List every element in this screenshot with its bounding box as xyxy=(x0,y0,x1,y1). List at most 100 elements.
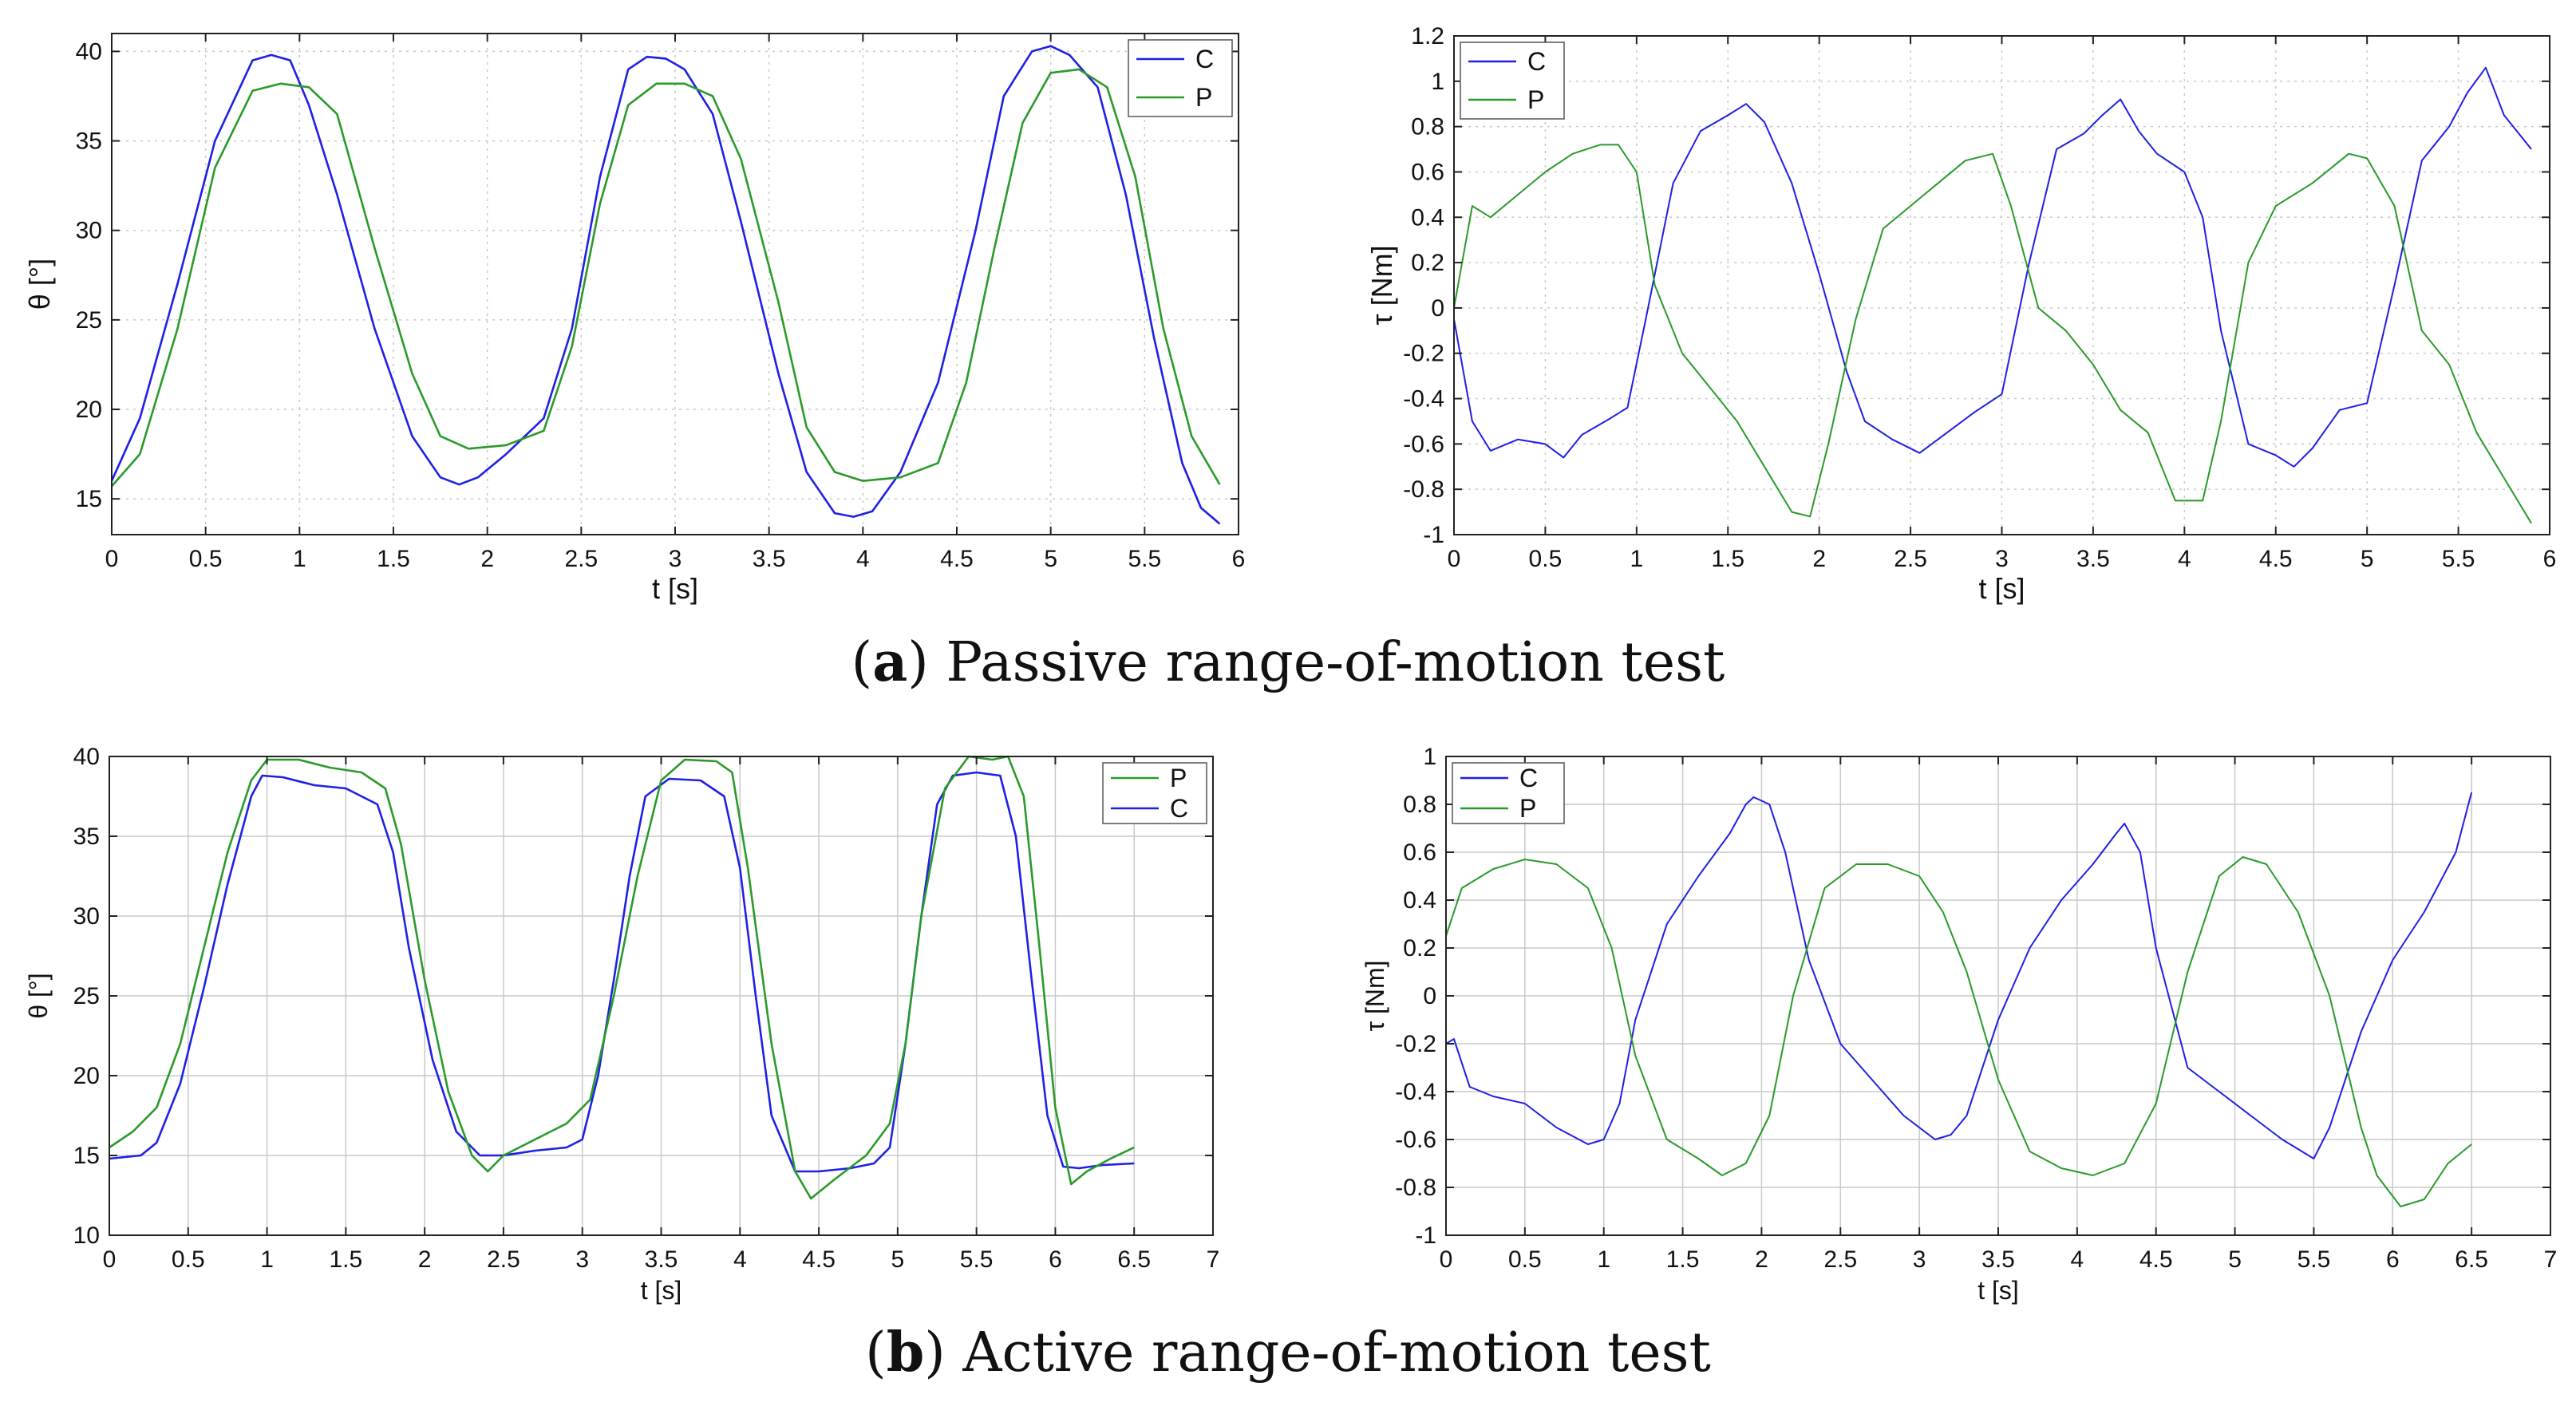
x-tick-label: 2.5 xyxy=(487,1246,520,1273)
x-tick-label: 4.5 xyxy=(940,546,974,572)
y-tick-label: -0.8 xyxy=(1395,1175,1436,1201)
legend: CP xyxy=(1452,762,1565,824)
x-tick-label: 3 xyxy=(575,1246,589,1273)
x-tick-label: 3.5 xyxy=(645,1246,678,1273)
y-axis-label: τ [Nm] xyxy=(1365,245,1398,325)
y-tick-label: -0.6 xyxy=(1403,431,1444,457)
y-tick-label: 0.6 xyxy=(1403,839,1436,866)
legend-label-p: P xyxy=(1170,764,1187,792)
y-tick-label: -0.2 xyxy=(1403,341,1444,367)
x-tick-label: 0.5 xyxy=(172,1246,205,1273)
y-tick-label: -1 xyxy=(1423,522,1444,548)
y-tick-label: 40 xyxy=(73,744,100,770)
x-tick-label: 2 xyxy=(418,1246,432,1273)
x-tick-label: 1.5 xyxy=(377,546,410,572)
x-axis-label: t [s] xyxy=(1978,572,2025,605)
caption-a: (a) Passive range-of-motion test xyxy=(851,630,1725,694)
x-axis-label: t [s] xyxy=(1977,1276,2019,1305)
x-tick-label: 6.5 xyxy=(2455,1246,2488,1273)
y-tick-label: 1 xyxy=(1423,744,1436,770)
x-tick-label: 0.5 xyxy=(189,546,223,572)
y-tick-label: 15 xyxy=(73,1143,100,1169)
x-tick-label: 6 xyxy=(2386,1246,2400,1273)
caption-a-text: Passive range-of-motion test xyxy=(928,631,1725,694)
chart-passive-angle: 0 0.5 1 1.5 2 2.5 3 3.5 4 4.5 5 5.5 6 15 20 25 30 35 40 t [… xyxy=(23,33,1246,605)
y-tick-label: 25 xyxy=(76,307,102,334)
y-axis-label: θ [°] xyxy=(24,973,53,1018)
legend-label-p: P xyxy=(1527,85,1544,114)
x-tick-label: 1.5 xyxy=(1711,546,1744,572)
x-tick-label: 2 xyxy=(480,546,494,572)
y-tick-label: 0.2 xyxy=(1411,250,1444,276)
x-tick-label: 3 xyxy=(669,546,682,572)
x-tick-label: 1 xyxy=(260,1246,274,1273)
legend-box xyxy=(1460,41,1565,120)
x-tick-label: 5.5 xyxy=(960,1246,994,1273)
x-tick-label: 4.5 xyxy=(802,1246,836,1273)
y-tick-label: 0 xyxy=(1431,295,1444,322)
caption-b-letter: b xyxy=(886,1321,925,1384)
x-tick-label: 4.5 xyxy=(2139,1246,2173,1273)
legend-label-c: C xyxy=(1170,794,1188,823)
chart-passive-torque: 0 0.5 1 1.5 2 2.5 3 3.5 4 4.5 5 5.5 6 -1 -0.8 -0.6 -0.4 -… xyxy=(1365,23,2556,605)
x-tick-label: 6 xyxy=(2543,546,2557,572)
y-tick-label: -0.8 xyxy=(1403,476,1444,503)
y-tick-label: 20 xyxy=(76,397,102,423)
x-tick-label: 1 xyxy=(293,546,306,572)
y-tick-label: 10 xyxy=(73,1222,100,1249)
legend-label-c: C xyxy=(1527,47,1546,76)
caption-a-letter: a xyxy=(872,630,908,694)
legend-label-p: P xyxy=(1195,83,1212,112)
series-line-c xyxy=(1445,792,2473,1159)
y-tick-label: 25 xyxy=(73,983,100,1009)
y-tick-label: 30 xyxy=(73,903,100,930)
y-axis-label: θ [°] xyxy=(23,259,56,310)
x-tick-label: 3 xyxy=(1913,1246,1926,1273)
x-tick-label: 5.5 xyxy=(2297,1246,2331,1273)
x-tick-label: 7 xyxy=(2544,1246,2558,1273)
y-tick-label: 0.6 xyxy=(1411,159,1444,185)
legend-label-c: C xyxy=(1195,45,1214,73)
y-tick-label: 0.4 xyxy=(1411,204,1444,231)
x-tick-label: 4 xyxy=(856,546,870,572)
x-axis-label: t [s] xyxy=(641,1276,682,1305)
x-tick-label: 5 xyxy=(1044,546,1057,572)
x-tick-label: 0 xyxy=(1440,1246,1453,1273)
y-tick-label: 0.8 xyxy=(1403,792,1436,818)
x-tick-label: 0 xyxy=(1448,546,1461,572)
x-tick-label: 5 xyxy=(2228,1246,2242,1273)
x-tick-label: 5.5 xyxy=(1128,546,1161,572)
y-tick-label: 20 xyxy=(73,1063,100,1089)
caption-b-text: Active range-of-motion test xyxy=(945,1321,1711,1384)
y-axis-label: τ [Nm] xyxy=(1361,960,1389,1031)
x-tick-label: 2 xyxy=(1812,546,1826,572)
chart-active-torque: 0 0.5 1 1.5 2 2.5 3 3.5 4 4.5 5 5.5 6 6.5 7 -1 -0.8 -0.6 -… xyxy=(1361,744,2557,1305)
caption-b: (b) Active range-of-motion test xyxy=(865,1321,1711,1384)
x-tick-label: 6 xyxy=(1049,1246,1062,1273)
x-tick-label: 6 xyxy=(1232,546,1246,572)
y-tick-label: -1 xyxy=(1415,1222,1436,1249)
y-tick-label: 35 xyxy=(76,128,102,155)
x-tick-label: 5 xyxy=(891,1246,905,1273)
x-tick-label: 2.5 xyxy=(1894,546,1927,572)
x-tick-label: 5.5 xyxy=(2442,546,2475,572)
y-tick-label: 0.2 xyxy=(1403,935,1436,962)
x-tick-label: 4 xyxy=(733,1246,747,1273)
y-tick-label: 40 xyxy=(76,38,102,65)
x-tick-label: 0.5 xyxy=(1529,546,1563,572)
legend: CP xyxy=(1460,41,1565,120)
x-tick-label: 2 xyxy=(1755,1246,1768,1273)
x-tick-label: 3.5 xyxy=(753,546,786,572)
x-tick-label: 1 xyxy=(1630,546,1643,572)
chart-active-angle: 0 0.5 1 1.5 2 2.5 3 3.5 4 4.5 5 5.5 6 6.5 7 10 15 20 25 30 3… xyxy=(24,744,1219,1305)
x-tick-label: 0 xyxy=(105,546,119,572)
legend-label-p: P xyxy=(1519,794,1536,823)
legend-box xyxy=(1452,762,1565,824)
x-tick-label: 0 xyxy=(103,1246,117,1273)
y-tick-label: 15 xyxy=(76,486,102,512)
y-tick-label: 30 xyxy=(76,218,102,244)
y-tick-label: 0 xyxy=(1423,983,1436,1009)
x-tick-label: 6.5 xyxy=(1117,1246,1151,1273)
x-tick-label: 3.5 xyxy=(1981,1246,2015,1273)
